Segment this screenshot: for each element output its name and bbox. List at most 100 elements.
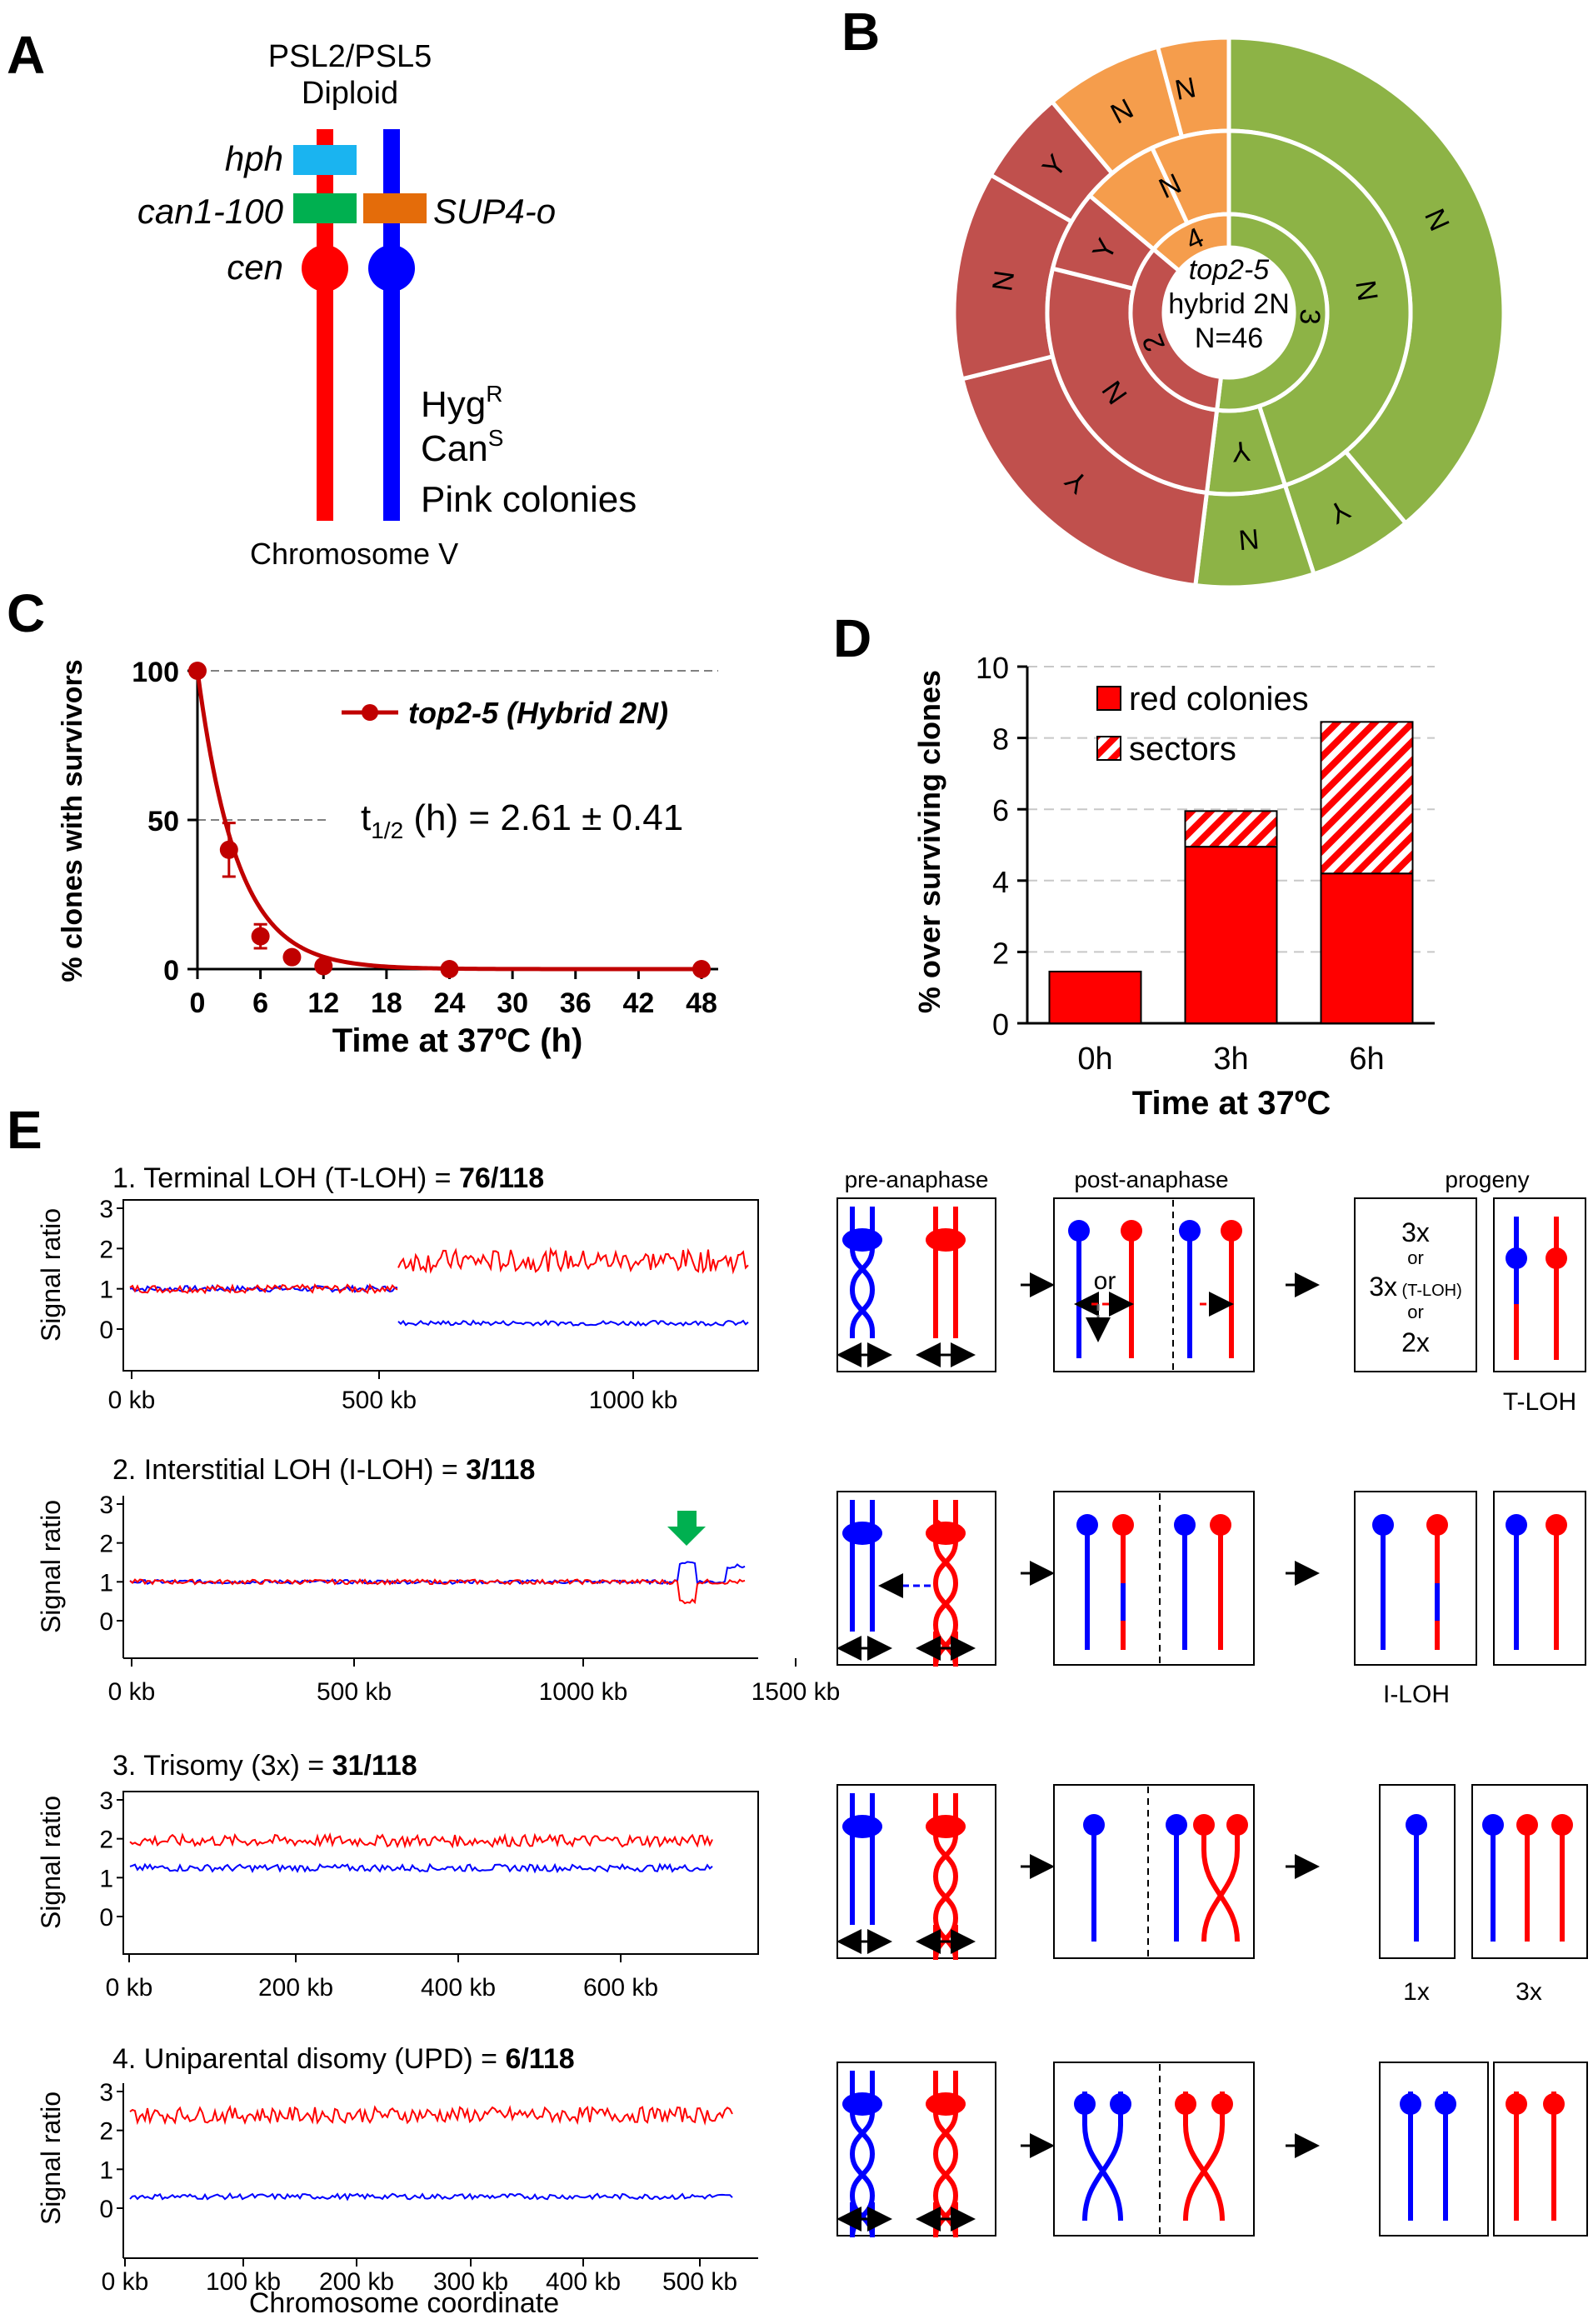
e-red-trace [129,1577,746,1605]
e-row3-ylabel: Signal ratio [36,1796,66,1929]
centromere [1166,1814,1187,1836]
c-xtick-label: 30 [497,987,528,1019]
sunburst-middle-label: N [1349,278,1383,303]
chromatid-twist [850,2153,875,2197]
chromatid-twist [933,2153,958,2197]
panel-label-a: A [7,25,45,85]
sunburst-center [1164,247,1294,377]
e-row2-ylabel: Signal ratio [36,1500,66,1633]
red-centromere [302,245,348,292]
centromere [842,2092,882,2116]
centromere [1175,2093,1196,2115]
e-row1-title: 1. Terminal LOH (T-LOH) = 76/118 [112,1162,544,1194]
centromere [1174,1514,1196,1536]
e-ytick-label: 1 [99,2157,113,2184]
can1-label: can1-100 [137,192,284,231]
c-ylabel: % clones with survivors [57,659,88,982]
centromere [1546,1514,1567,1536]
chromatid-twist [1082,2124,1123,2222]
center-text-strain: hybrid 2N [1168,288,1290,320]
progeny-text: 2x [1401,1327,1430,1357]
c-ytick-label: 50 [147,806,179,837]
centromere [1400,2093,1421,2115]
centromere [1074,2093,1096,2115]
e-blue-trace [129,2192,733,2202]
e-ytick-label: 2 [99,1827,113,1854]
centromere [1110,2093,1131,2115]
d-bar-red [1184,846,1278,1025]
d-ytick-label: 2 [992,936,1009,970]
c-yticks: 0 50 100 [132,657,197,987]
sup4-label: SUP4-o [433,192,556,231]
d-ytick-label: 10 [976,651,1009,685]
chromatid-twist [933,1876,958,1919]
d-bar-sectors [1320,721,1414,875]
c-xtick-label: 12 [307,987,339,1019]
d-ytick-label: 4 [992,865,1009,899]
1x-label: 1x [1403,1978,1430,2006]
e-blue-trace [129,1561,746,1586]
centromere [1406,1814,1427,1836]
e-ytick-label: 2 [99,1236,113,1263]
e-xtick-label: 200 kb [319,2268,394,2296]
c-data-point [314,957,333,976]
d-legend-sectors: sectors [1129,731,1236,767]
centromere [1543,2093,1565,2115]
chromatid-twist [850,2112,875,2155]
centromere [926,2092,966,2116]
panel-b-center: top2-5 hybrid 2N N=46 [1168,254,1290,354]
centromere [1551,1814,1573,1836]
e-xtick-label: 1000 kb [589,1387,678,1414]
sunburst-outer-label: N [1237,522,1261,556]
c-xtick-label: 0 [190,987,206,1019]
panel-d: 0 2 4 6 8 10 0h 3h 6h % over surviving clones T… [912,651,1435,1122]
e-red-trace [397,1247,749,1275]
e-col-progeny: progeny [1445,1167,1529,1192]
centromere [842,1228,882,1252]
e-ytick-label: 2 [99,2118,113,2146]
e-xtick-label: 0 kb [108,1387,156,1414]
panel-c: 0 50 100 0 6 12 18 24 30 36 42 48 % clones with su… [57,657,718,1059]
phenotype-can: CanS [421,425,503,469]
i-loh-label: I-LOH [1383,1681,1450,1708]
panel-e: pre-anaphase post-anaphase progeny 1. Te… [36,1162,1588,2319]
chromatid-twist [933,1582,958,1626]
e-col-pre: pre-anaphase [845,1167,989,1192]
progeny-text: 3x [1401,1217,1430,1247]
d-ytick-label: 6 [992,793,1009,827]
sup4-marker [363,193,427,223]
c-xtick-label: 6 [252,987,268,1019]
cen-label: cen [227,247,283,287]
e-ytick-label: 0 [99,2196,113,2223]
e-blue-trace [129,1862,713,1874]
c-xtick-label: 24 [434,987,466,1019]
phenotype-pink: Pink colonies [421,479,637,520]
e-ytick-label: 1 [99,1569,113,1597]
d-xtick-label: 3h [1213,1042,1248,1077]
sunburst-inner-label: 3 [1293,308,1326,326]
or-label: or [1094,1267,1116,1295]
chromatid-twist [1183,2124,1225,2222]
progeny-text: or [1407,1302,1424,1322]
red-chromosome [317,129,333,521]
cut-marker-icon [937,1519,947,1533]
e-plot-frame [122,1199,759,1372]
chromatid-twist [933,1541,958,1584]
e-xtick-label: 1500 kb [752,1678,841,1706]
e-row3-title: 3. Trisomy (3x) = 31/118 [112,1750,417,1782]
c-xtick-label: 42 [622,987,654,1019]
d-ylabel: % over surviving clones [912,670,946,1013]
pre-anaphase-box [836,1197,996,1372]
chromatid-twist [850,1247,875,1291]
panel-label-c: C [7,583,45,643]
centromere [1076,1514,1098,1536]
e-ytick-label: 3 [99,1787,113,1815]
chromatid-twist [1201,1849,1240,1942]
panel-a-title2: Diploid [302,76,398,111]
centromere [1372,1514,1394,1536]
blue-centromere [368,245,415,292]
e-ytick-label: 0 [99,1608,113,1636]
centromere [1546,1247,1567,1269]
